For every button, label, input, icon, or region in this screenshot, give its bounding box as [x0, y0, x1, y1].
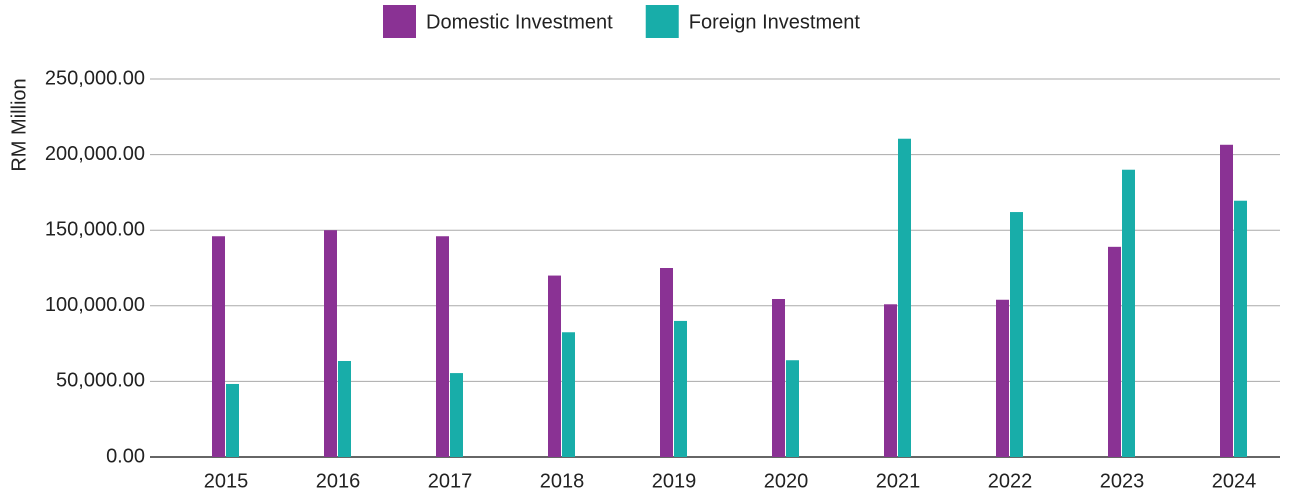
bar [1234, 200, 1247, 457]
bar [1108, 246, 1121, 457]
x-tick-label: 2022 [988, 470, 1033, 492]
bar [436, 236, 449, 457]
y-axis-label: RM Million [8, 78, 30, 171]
x-tick-label: 2015 [204, 470, 249, 492]
y-tick-label: 150,000.00 [45, 218, 145, 240]
x-tick-label: 2024 [1212, 470, 1257, 492]
y-tick-label: 100,000.00 [45, 294, 145, 316]
bar [786, 360, 799, 457]
bar [212, 236, 225, 457]
bar [338, 360, 351, 457]
bar [772, 298, 785, 457]
x-tick-label: 2018 [540, 470, 585, 492]
legend-label: Domestic Investment [426, 11, 613, 33]
bar [898, 138, 911, 457]
bar [674, 320, 687, 457]
y-tick-label: 0.00 [106, 445, 145, 467]
x-tick-label: 2021 [876, 470, 921, 492]
bar [1122, 169, 1135, 457]
bar [1220, 144, 1233, 457]
bar [450, 373, 463, 457]
bar [548, 275, 561, 457]
y-tick-label: 50,000.00 [56, 370, 145, 392]
x-tick-label: 2020 [764, 470, 809, 492]
bar [562, 332, 575, 457]
x-tick-label: 2019 [652, 470, 697, 492]
legend-swatch [645, 5, 679, 38]
legend-swatch [383, 5, 416, 38]
bar [884, 304, 897, 457]
legend-label: Foreign Investment [689, 11, 861, 33]
x-tick-label: 2017 [428, 470, 473, 492]
bar [1010, 212, 1023, 457]
bar [324, 230, 337, 457]
y-tick-label: 200,000.00 [45, 143, 145, 165]
bar [996, 299, 1009, 457]
bar [226, 383, 239, 457]
x-tick-label: 2016 [316, 470, 361, 492]
y-tick-label: 250,000.00 [45, 67, 145, 89]
x-tick-label: 2023 [1100, 470, 1145, 492]
bar [660, 268, 673, 457]
